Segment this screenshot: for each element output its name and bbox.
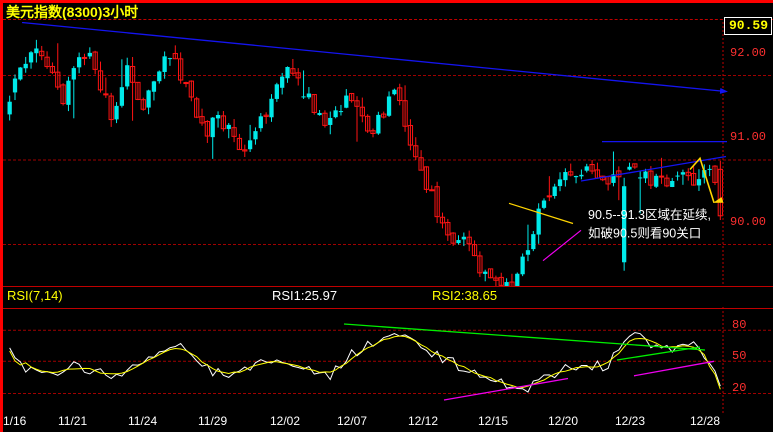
svg-text:90.5--91.3区域在延续,: 90.5--91.3区域在延续, [588,208,711,222]
svg-text:如破90.5则看90关口: 如破90.5则看90关口 [588,226,701,241]
